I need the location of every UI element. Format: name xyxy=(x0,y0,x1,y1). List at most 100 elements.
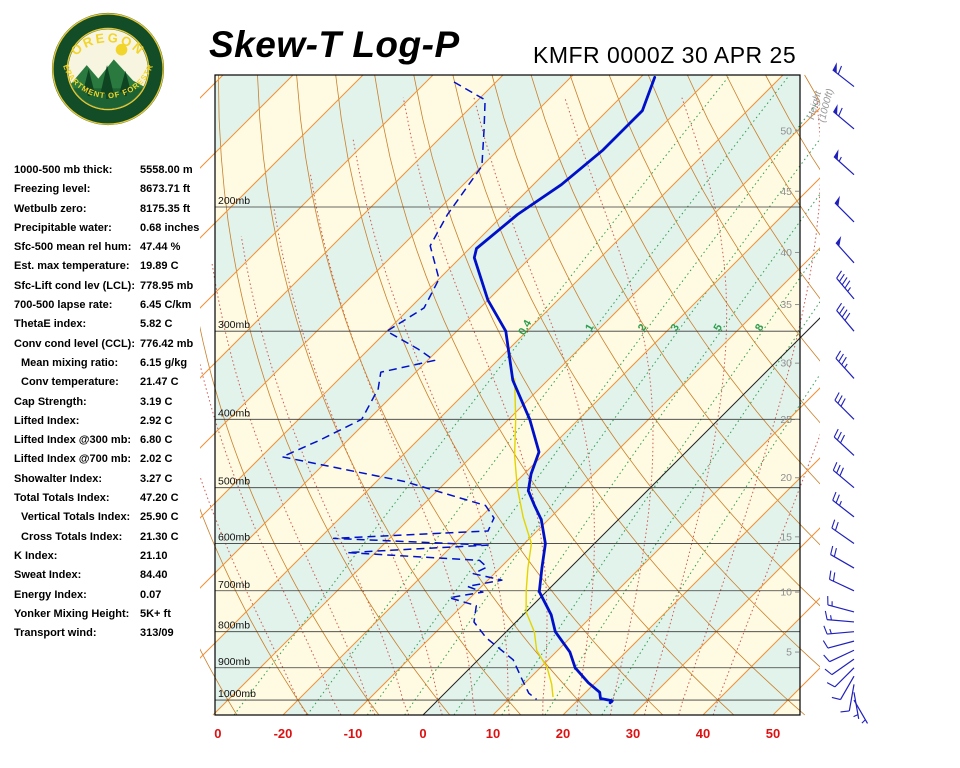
temp-axis-label: 0 xyxy=(214,726,221,741)
height-label: 30 xyxy=(780,358,792,370)
odf-logo: OREGON DEPARTMENT OF FORESTRY xyxy=(47,4,166,130)
stat-label: Lifted Index: xyxy=(14,414,80,427)
stat-row: Energy Index: 0.07 xyxy=(14,589,219,608)
wind-barb-column xyxy=(822,62,869,724)
pressure-label: 800mb xyxy=(218,620,250,632)
wind-barb xyxy=(827,596,855,613)
stat-row: Sweat Index: 84.40 xyxy=(14,569,219,588)
stat-row: Est. max temperature: 19.89 C xyxy=(14,260,219,279)
stat-label: Precipitable water: xyxy=(14,221,112,234)
stat-value: 6.80 C xyxy=(140,434,173,447)
stat-label: Sfc-500 mean rel hum: xyxy=(14,241,132,254)
stat-label: Energy Index: xyxy=(14,588,87,601)
temp-axis-label: -10 xyxy=(344,726,363,741)
mixing-ratio-labels: 0.4 1 2 3 5 8 xyxy=(516,317,766,337)
stat-label: Yonker Mixing Height: xyxy=(14,607,130,620)
temp-axis-label: 0 xyxy=(419,726,426,741)
wind-barb xyxy=(828,570,855,592)
wind-barb xyxy=(834,195,855,223)
page-title: Skew-T Log-P xyxy=(209,24,460,65)
stat-value: 5K+ ft xyxy=(140,607,171,620)
height-label: 20 xyxy=(780,472,792,484)
skewt-chart: 0.4 1 2 3 5 8200mb300mb400mb500mb600mb700mb80… xyxy=(200,74,820,741)
stat-value: 84.40 xyxy=(140,569,168,582)
stat-value: 25.90 C xyxy=(140,511,179,524)
height-label: 50 xyxy=(780,125,792,137)
temp-axis-label: -20 xyxy=(274,726,293,741)
pressure-axis-labels: 200mb 300mb 400mb 500mb 600mb 700mb 800mb 900mb… xyxy=(218,195,256,700)
isobar-lines xyxy=(215,206,800,701)
wind-barb xyxy=(826,667,855,688)
stat-row: Yonker Mixing Height: 5K+ ft xyxy=(14,608,219,627)
stat-value: 47.20 C xyxy=(140,492,179,505)
stat-label: Sweat Index: xyxy=(14,569,82,582)
temp-axis-label: 30 xyxy=(626,726,640,741)
stat-label: Lifted Index @300 mb: xyxy=(14,434,132,447)
wind-barb xyxy=(823,625,855,635)
stat-row: Lifted Index @700 mb: 2.02 C xyxy=(14,453,219,472)
stat-value: 8175.35 ft xyxy=(140,202,191,215)
stat-row: Total Totals Index: 47.20 C xyxy=(14,492,219,511)
stat-row: 1000-500 mb thick: 5558.00 m xyxy=(14,164,219,183)
mixing-ratio-label: 3 xyxy=(669,322,682,333)
isotherm-lines xyxy=(200,74,820,716)
pressure-label: 200mb xyxy=(218,195,250,207)
stat-row: Lifted Index: 2.92 C xyxy=(14,415,219,434)
stat-row: Conv temperature: 21.47 C xyxy=(14,376,219,395)
stat-label: Vertical Totals Index: xyxy=(21,511,131,524)
stat-label: Total Totals Index: xyxy=(14,492,110,505)
stat-row: K Index: 21.10 xyxy=(14,550,219,569)
wind-barb xyxy=(835,236,855,264)
stat-value: 3.19 C xyxy=(140,395,173,408)
stat-row: ThetaE index: 5.82 C xyxy=(14,318,219,337)
stat-value: 21.47 C xyxy=(140,376,179,389)
stat-value: 778.95 mb xyxy=(140,279,194,292)
stat-value: 5.82 C xyxy=(140,318,173,331)
wind-barb xyxy=(832,104,855,130)
mixing-ratio-label: 2 xyxy=(636,322,649,333)
wind-barb xyxy=(830,545,855,569)
wind-barb xyxy=(836,270,855,300)
stat-row: Sfc-500 mean rel hum: 47.44 % xyxy=(14,241,219,260)
temperature-trace xyxy=(472,75,657,705)
stat-label: Est. max temperature: xyxy=(14,260,130,273)
chart-border xyxy=(214,74,801,716)
stat-row: Cross Totals Index: 21.30 C xyxy=(14,531,219,550)
station-datetime: KMFR 0000Z 30 APR 25 xyxy=(533,42,797,68)
wind-barb xyxy=(823,649,855,663)
stat-row: Conv cond level (CCL): 776.42 mb xyxy=(14,338,219,357)
temperature-axis-labels: 0 -20 -10 0 10 20 30 40 50 xyxy=(214,726,780,741)
stat-label: K Index: xyxy=(14,549,58,562)
pressure-label: 400mb xyxy=(218,407,250,419)
stat-value: 313/09 xyxy=(140,627,174,640)
height-label: 10 xyxy=(780,587,792,599)
wind-barb xyxy=(833,428,855,456)
wind-barb xyxy=(822,640,855,649)
temp-axis-label: 10 xyxy=(486,726,500,741)
stat-row: Cap Strength: 3.19 C xyxy=(14,396,219,415)
stat-value: 21.10 xyxy=(140,549,168,562)
stat-row: Transport wind: 313/09 xyxy=(14,627,219,646)
indices-panel: 1000-500 mb thick: 5558.00 m Freezing leve… xyxy=(14,164,219,646)
height-label: 15 xyxy=(780,531,792,543)
wind-barb xyxy=(824,658,855,676)
stat-row: 700-500 lapse rate: 6.45 C/km xyxy=(14,299,219,318)
stat-label: Conv temperature: xyxy=(21,376,119,389)
stat-row: Vertical Totals Index: 25.90 C xyxy=(14,511,219,530)
stat-row: Lifted Index @300 mb: 6.80 C xyxy=(14,434,219,453)
stat-value: 2.92 C xyxy=(140,414,173,427)
height-label: 25 xyxy=(780,414,792,426)
wetbulb-trace xyxy=(513,378,554,698)
stat-label: Sfc-Lift cond lev (LCL): xyxy=(14,279,135,292)
wind-barb xyxy=(831,519,855,545)
stat-value: 6.45 C/km xyxy=(140,299,192,312)
stat-label: ThetaE index: xyxy=(14,318,87,331)
height-label: 45 xyxy=(780,186,792,198)
stat-label: Conv cond level (CCL): xyxy=(14,337,136,350)
height-axis-ticks: 50 45 40 35 30 25 20 15 10 5 xyxy=(780,125,799,659)
stat-label: Cap Strength: xyxy=(14,395,87,408)
wind-barb xyxy=(824,610,855,623)
mixing-ratio-label: 1 xyxy=(583,322,596,333)
wind-barb xyxy=(833,149,855,176)
pressure-label: 300mb xyxy=(218,319,250,331)
